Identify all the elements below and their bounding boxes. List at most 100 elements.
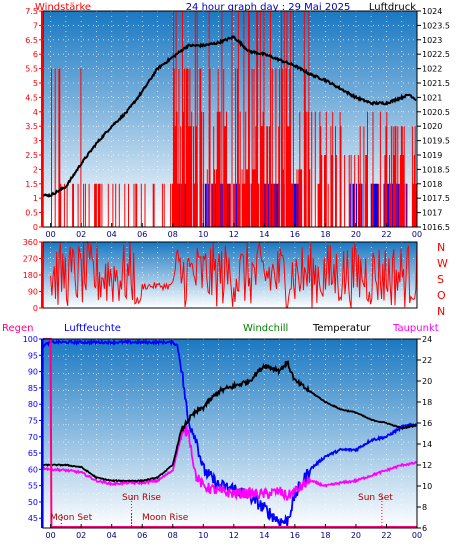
humidity-axis-tick-label: 70 <box>28 433 38 442</box>
time-axis-bottom-tick-label: 10 <box>198 531 208 540</box>
pressure-axis-tick-label: 1017.5 <box>422 194 450 203</box>
wind-axis-tick-label: 1 <box>33 194 38 203</box>
pressure-axis-tick-label: 1020.5 <box>422 108 450 117</box>
panel-temperature-humidity <box>43 339 417 528</box>
time-axis-top-tick-label: 06 <box>137 230 147 239</box>
pressure-axis-tick-label: 1017 <box>422 209 442 218</box>
time-axis-top-tick-label: 02 <box>76 230 86 239</box>
compass-label: N <box>437 305 445 318</box>
time-axis-bottom-tick-label: 18 <box>320 531 330 540</box>
time-axis-top-tick-label: 18 <box>320 230 330 239</box>
temperature-axis-tick-label: 24 <box>422 335 432 344</box>
legend-temperature: Temperatur <box>312 323 371 334</box>
humidity-axis-tick-label: 100 <box>23 335 38 344</box>
temperature-axis-tick-label: 22 <box>422 356 432 365</box>
pressure-axis-tick-label: 1019 <box>422 151 442 160</box>
pressure-axis-tick-label: 1023.5 <box>422 21 450 30</box>
wind-axis-tick-label: 7 <box>33 21 38 30</box>
temperature-axis-tick-label: 12 <box>422 461 432 470</box>
wind-axis-tick-label: 6.5 <box>25 36 38 45</box>
humidity-axis-tick-label: 45 <box>28 514 38 523</box>
temperature-axis-tick-label: 14 <box>422 440 432 449</box>
wind-axis-tick-label: 5.5 <box>25 65 38 74</box>
time-axis-top-tick-label: 08 <box>168 230 178 239</box>
temperature-axis-tick-label: 20 <box>422 377 432 386</box>
legend-rain: Regen <box>2 323 34 334</box>
time-axis-bottom-tick-label: 22 <box>381 531 391 540</box>
time-axis-bottom-tick-label: 06 <box>137 531 147 540</box>
wind-axis-tick-label: 0 <box>33 223 38 232</box>
pressure-axis-tick-label: 1021 <box>422 93 442 102</box>
pressure-axis-tick-label: 1022.5 <box>422 50 450 59</box>
compass-label: W <box>437 257 448 270</box>
time-axis-bottom-tick-label: 04 <box>107 531 117 540</box>
direction-axis-tick-label: 180 <box>23 271 38 280</box>
temperature-axis-tick-label: 8 <box>422 503 427 512</box>
legend-windchill: Windchill <box>243 323 288 334</box>
humidity-axis-tick-label: 65 <box>28 449 38 458</box>
header-pressure-label: Luftdruck <box>369 2 416 13</box>
wind-bars <box>51 11 418 227</box>
wind-axis-tick-label: 2.5 <box>25 151 38 160</box>
time-axis-top-tick-label: 04 <box>107 230 117 239</box>
time-axis-top-tick-label: 12 <box>229 230 239 239</box>
legend-humidity: Luftfeuchte <box>64 323 121 334</box>
compass-label: N <box>437 241 445 254</box>
sun-set-label: Sun Set <box>358 493 393 503</box>
sun-rise-label: Sun Rise <box>122 493 161 503</box>
time-axis-bottom-tick-label: 00 <box>46 531 56 540</box>
pressure-axis-tick-label: 1024 <box>422 7 442 16</box>
humidity-axis-tick-label: 85 <box>28 384 38 393</box>
header-title: 24 hour graph day : 29 Mai 2025 <box>186 2 351 13</box>
pressure-axis-tick-label: 1021.5 <box>422 79 450 88</box>
humidity-line <box>42 338 418 528</box>
wind-axis-tick-label: 4 <box>33 108 38 117</box>
legend-dewpoint: Taupunkt <box>392 323 439 334</box>
pressure-axis-tick-label: 1018 <box>422 180 442 189</box>
moon-rise-label: Moon Rise <box>142 513 189 523</box>
time-axis-top-tick-label: 00 <box>46 230 56 239</box>
direction-axis-tick-label: 360 <box>23 238 38 247</box>
humidity-axis-tick-label: 90 <box>28 368 38 377</box>
pressure-axis-tick-label: 1019.5 <box>422 137 450 146</box>
wind-axis-tick-label: 4.5 <box>25 93 38 102</box>
temperature-axis-tick-label: 10 <box>422 482 432 491</box>
direction-axis-tick-label: 0 <box>33 304 38 313</box>
moon-set-label: Moon Set <box>50 513 93 523</box>
wind-axis-tick-label: 3 <box>33 137 38 146</box>
wind-axis-tick-label: 1.5 <box>25 180 38 189</box>
time-axis-bottom-tick-label: 02 <box>76 531 86 540</box>
wind-axis-tick-label: 7.5 <box>25 7 38 16</box>
time-axis-top-tick-label: 00 <box>412 230 422 239</box>
pressure-axis-tick-label: 1022 <box>422 65 442 74</box>
wind-axis-tick-label: 6 <box>33 50 38 59</box>
pressure-line <box>42 35 417 198</box>
humidity-axis-tick-label: 50 <box>28 498 38 507</box>
time-axis-bottom-tick-label: 14 <box>259 531 269 540</box>
pressure-axis-tick-label: 1018.5 <box>422 165 450 174</box>
temperature-axis-tick-label: 16 <box>422 419 432 428</box>
time-axis-bottom-tick-label: 00 <box>412 531 422 540</box>
time-axis-top-tick-label: 10 <box>198 230 208 239</box>
dewpoint-line <box>42 425 417 502</box>
time-axis-top-tick-label: 22 <box>381 230 391 239</box>
time-axis-top-tick-label: 20 <box>351 230 361 239</box>
pressure-axis-tick-label: 1023 <box>422 36 442 45</box>
time-axis-bottom-tick-label: 12 <box>229 531 239 540</box>
time-axis-bottom-tick-label: 16 <box>290 531 300 540</box>
wind-axis-tick-label: 5 <box>33 79 38 88</box>
humidity-axis-tick-label: 80 <box>28 400 38 409</box>
pressure-axis-tick-label: 1016.5 <box>422 223 450 232</box>
compass-label: S <box>437 273 444 286</box>
time-axis-bottom-tick-label: 08 <box>168 531 178 540</box>
temperature-axis-tick-label: 18 <box>422 398 432 407</box>
compass-label: O <box>437 289 446 302</box>
time-axis-top-tick-label: 14 <box>259 230 269 239</box>
wind-axis-tick-label: 2 <box>33 165 38 174</box>
temperature-line <box>42 360 417 483</box>
header-wind-label: Windstärke <box>35 2 91 13</box>
direction-axis-tick-label: 270 <box>23 255 38 264</box>
direction-axis-tick-label: 90 <box>28 288 38 297</box>
humidity-axis-tick-label: 95 <box>28 351 38 360</box>
